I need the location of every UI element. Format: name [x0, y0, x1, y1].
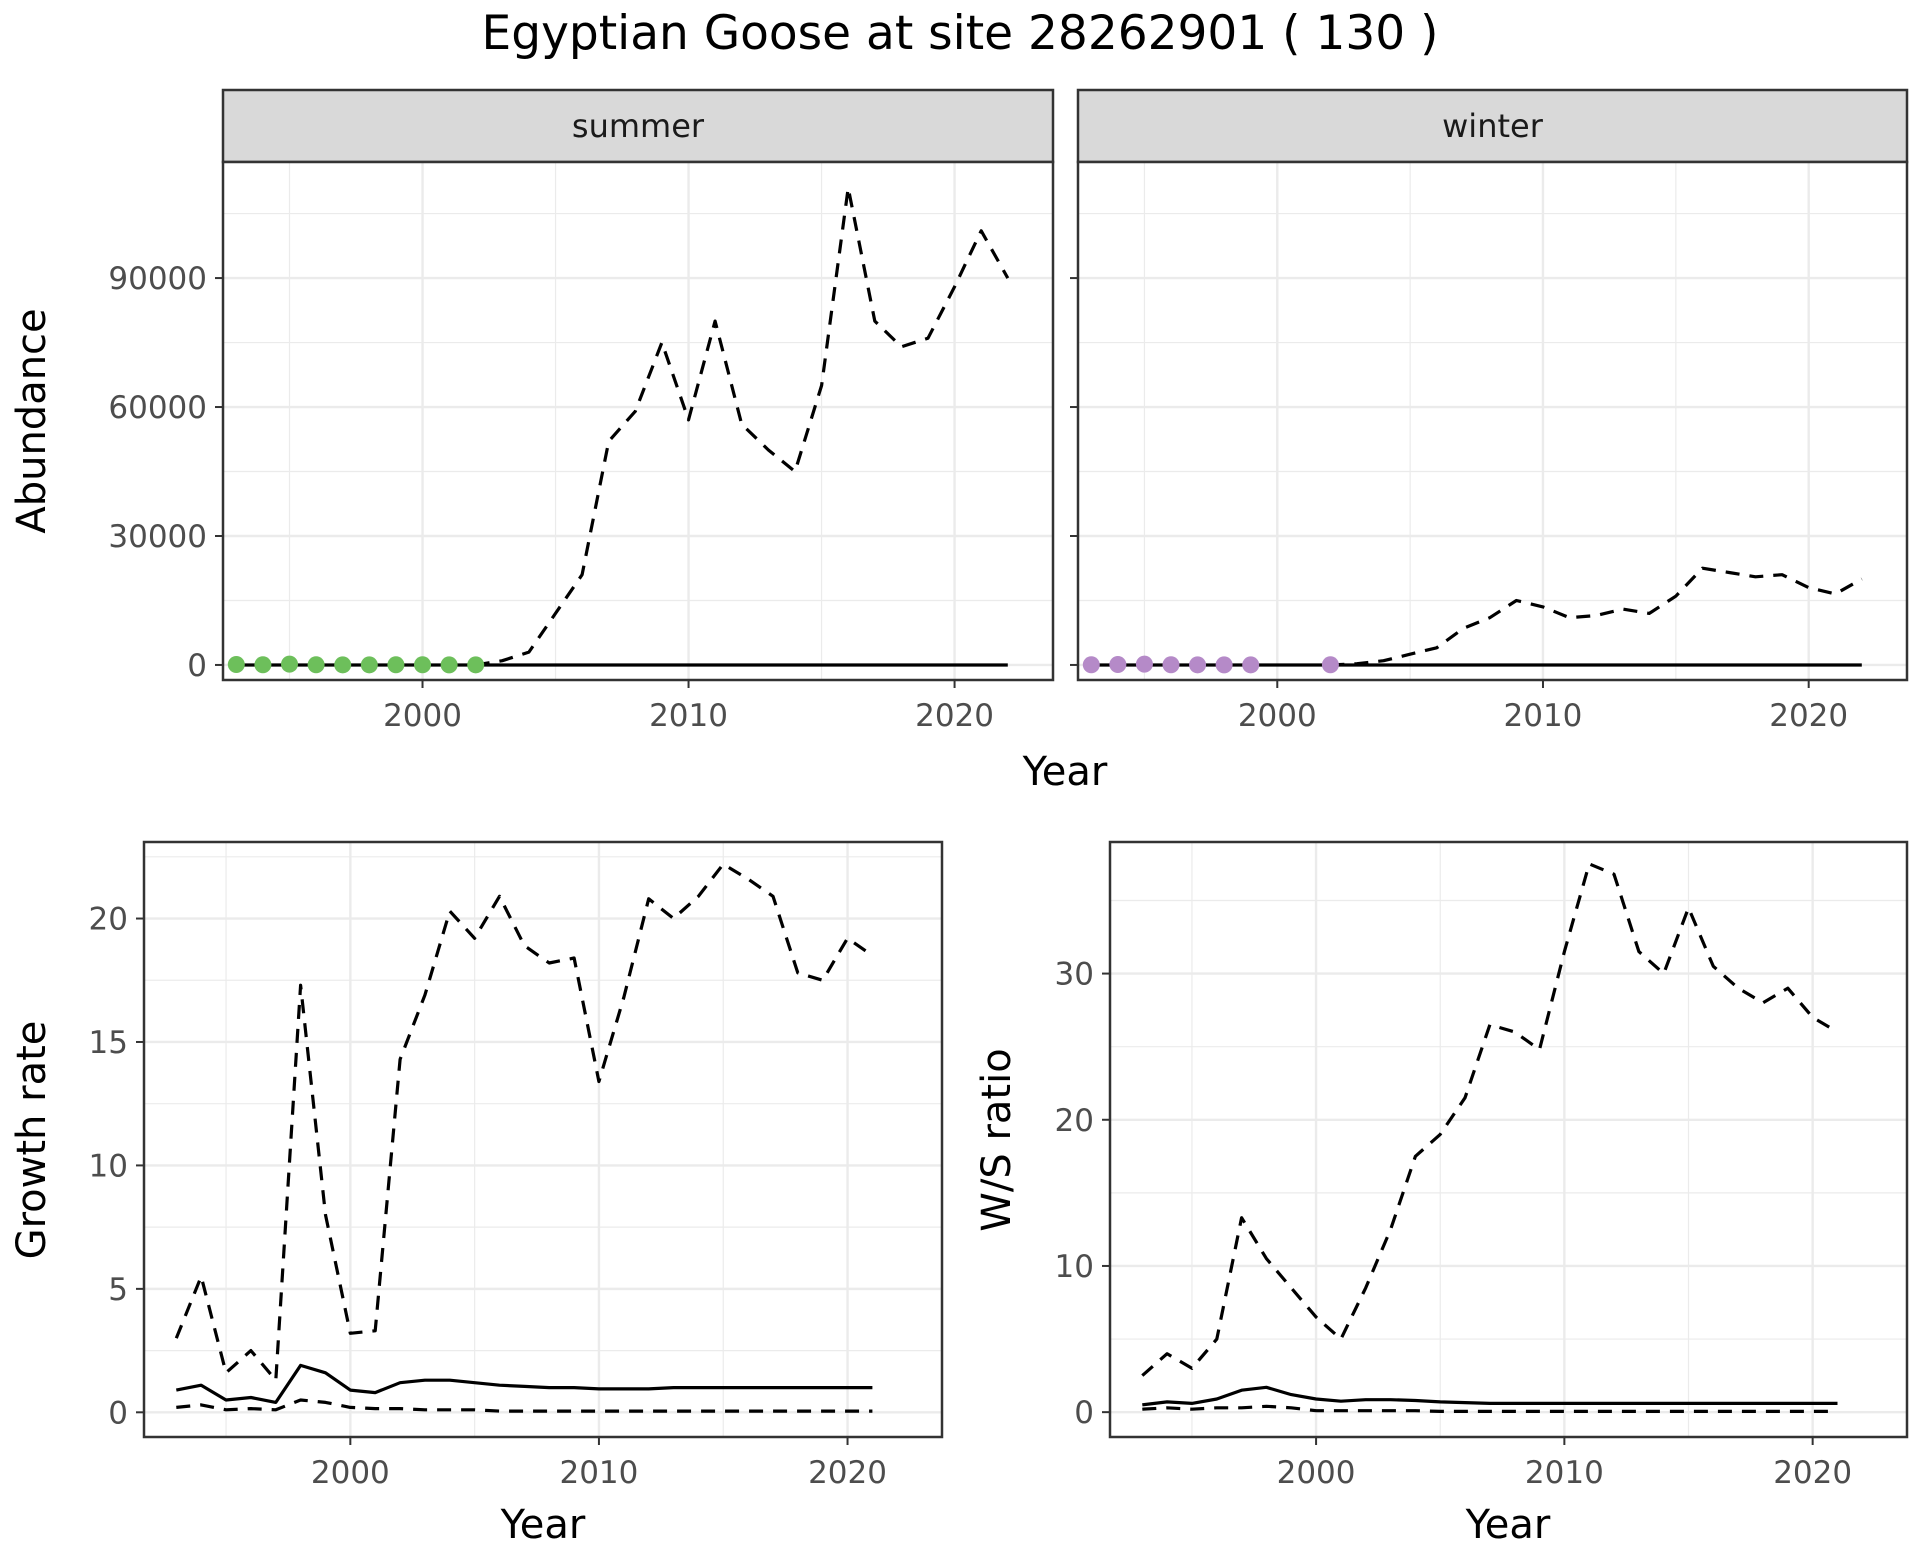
y-tick-label: 5: [108, 1272, 128, 1308]
data-point-abundance-summer: [387, 656, 405, 674]
data-point-abundance-winter: [1242, 656, 1260, 674]
y-tick-label: 20: [1055, 1103, 1094, 1139]
y-tick-label: 10: [1055, 1249, 1094, 1285]
data-point-abundance-summer: [414, 656, 432, 674]
facet-label: summer: [572, 107, 705, 145]
panel-background: [1078, 162, 1907, 680]
chart-title: Egyptian Goose at site 28262901 ( 130 ): [481, 6, 1439, 61]
data-point-abundance-summer: [281, 655, 299, 673]
panel-border: [1076, 160, 1909, 682]
x-tick-label: 2010: [1504, 698, 1583, 734]
x-tick-label: 2020: [1773, 1455, 1852, 1491]
x-tick-label: 2000: [383, 698, 462, 734]
data-point-abundance-summer: [440, 656, 458, 674]
y-axis-label: W/S ratio: [974, 1048, 1020, 1231]
y-axis-label: Abundance: [9, 308, 55, 533]
facet-strip-summer: [221, 88, 1055, 164]
y-tick-label: 0: [187, 648, 207, 684]
x-tick-label: 2010: [649, 698, 728, 734]
y-tick-label: 90000: [108, 261, 207, 297]
x-tick-label: 2000: [1238, 698, 1317, 734]
x-axis-label-top: Year: [1022, 749, 1108, 795]
panel-background: [1110, 842, 1907, 1437]
data-point-abundance-winter: [1109, 656, 1127, 674]
data-point-abundance-winter: [1215, 656, 1233, 674]
data-point-abundance-summer: [334, 656, 352, 674]
y-tick-label: 30000: [108, 519, 207, 555]
series-line-estimate: [1142, 1385, 1838, 1407]
x-tick-label: 2010: [559, 1455, 638, 1491]
series-line-upper: [174, 862, 874, 1382]
y-tick-label: 15: [89, 1025, 128, 1061]
data-point-abundance-winter: [1189, 656, 1207, 674]
data-point-abundance-winter: [1321, 656, 1339, 674]
facet-strip-winter: [1076, 88, 1909, 164]
data-point-abundance-winter: [1082, 656, 1100, 674]
panel-border: [142, 840, 944, 1439]
data-point-abundance-winter: [1135, 655, 1153, 673]
y-tick-label: 0: [1074, 1395, 1094, 1431]
series-line-estimate: [175, 1363, 873, 1404]
data-point-abundance-summer: [254, 656, 272, 674]
x-tick-label: 2020: [808, 1455, 887, 1491]
y-tick-label: 0: [108, 1395, 128, 1431]
data-point-abundance-summer: [307, 656, 325, 674]
x-tick-label: 2020: [1769, 698, 1848, 734]
x-axis-label: Year: [500, 1502, 586, 1548]
data-point-abundance-summer: [227, 656, 245, 674]
panel-background: [144, 842, 942, 1437]
panel-border: [221, 160, 1055, 682]
x-tick-label: 2000: [1277, 1455, 1356, 1491]
y-axis-label: Growth rate: [9, 1021, 55, 1260]
facet-label: winter: [1442, 107, 1544, 145]
y-tick-label: 60000: [108, 390, 207, 426]
y-tick-label: 10: [89, 1148, 128, 1184]
series-line-lower: [176, 1398, 873, 1413]
series-line-lower: [1142, 1404, 1838, 1413]
x-tick-label: 2020: [915, 698, 994, 734]
data-point-abundance-winter: [1162, 656, 1180, 674]
x-axis-label: Year: [1465, 1502, 1551, 1548]
y-tick-label: 30: [1055, 957, 1094, 993]
panel-border: [1108, 840, 1909, 1439]
data-point-abundance-summer: [467, 656, 485, 674]
panel-background: [223, 162, 1053, 680]
x-tick-label: 2010: [1525, 1455, 1604, 1491]
data-point-abundance-summer: [360, 656, 378, 674]
x-tick-label: 2000: [311, 1455, 390, 1491]
y-tick-label: 20: [89, 902, 128, 938]
